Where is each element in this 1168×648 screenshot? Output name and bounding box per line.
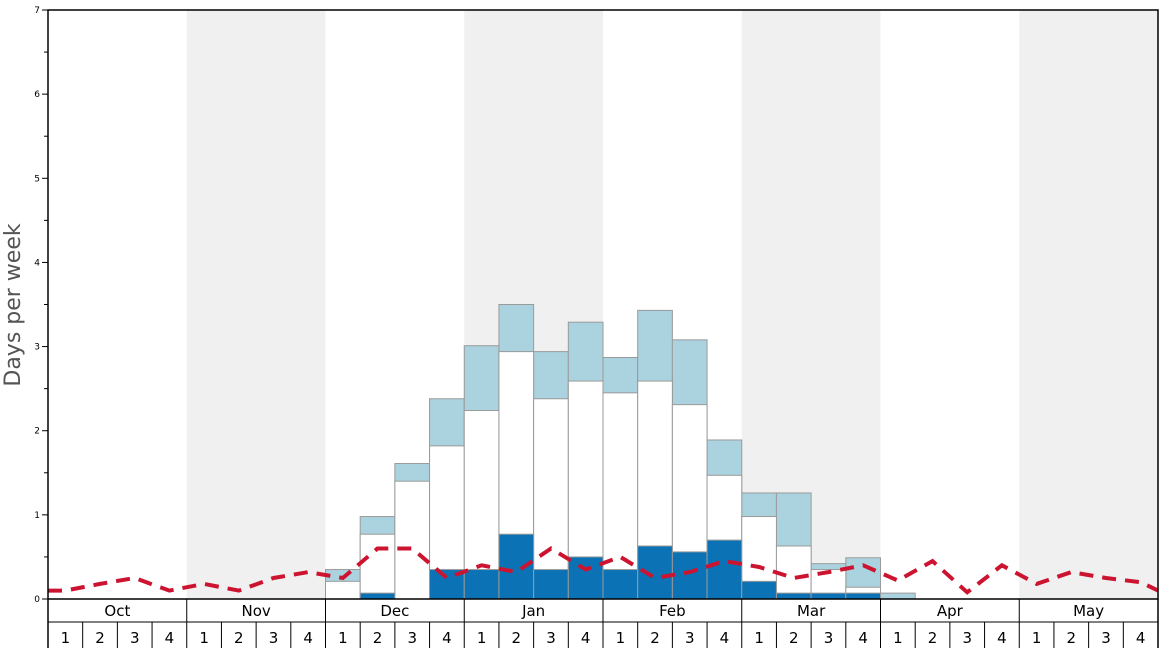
bar-dark-10 <box>359 592 396 600</box>
week-label-feb-4: 4 <box>720 629 730 647</box>
bar-mid-11 <box>394 480 431 600</box>
week-label-may-1: 1 <box>1032 629 1042 647</box>
bar-dark-22 <box>775 592 812 600</box>
y-tick-label-4: 4 <box>34 258 40 268</box>
dashed-line-series <box>48 546 1159 595</box>
week-label-oct-3: 3 <box>130 629 140 647</box>
y-tick-label-5: 5 <box>34 174 40 184</box>
week-label-apr-3: 3 <box>962 629 972 647</box>
week-label-feb-1: 1 <box>616 629 626 647</box>
week-label-dec-3: 3 <box>407 629 417 647</box>
month-label-may: May <box>1073 602 1104 620</box>
line-series-path <box>48 546 1159 595</box>
bar-mid-10 <box>359 533 396 600</box>
y-tick-label-1: 1 <box>34 511 40 521</box>
month-label-apr: Apr <box>937 602 964 620</box>
week-label-may-4: 4 <box>1136 629 1146 647</box>
month-label-nov: Nov <box>241 602 270 620</box>
y-tick-label-0: 0 <box>34 595 40 605</box>
week-label-may-3: 3 <box>1101 629 1111 647</box>
week-label-apr-1: 1 <box>893 629 903 647</box>
y-tick-label-3: 3 <box>34 343 40 353</box>
bar-dark-14 <box>498 533 535 600</box>
bar-dark-13 <box>463 569 500 600</box>
month-label-dec: Dec <box>380 602 409 620</box>
bar-mid-15 <box>533 398 569 600</box>
month-label-jan: Jan <box>521 602 545 620</box>
week-label-jan-2: 2 <box>512 629 522 647</box>
month-label-feb: Feb <box>659 602 686 620</box>
week-label-nov-2: 2 <box>234 629 244 647</box>
bar-dark-17 <box>602 569 639 600</box>
bar-dark-16 <box>567 556 604 600</box>
week-label-nov-3: 3 <box>269 629 279 647</box>
bar-dark-23 <box>810 592 847 600</box>
week-label-mar-4: 4 <box>858 629 868 647</box>
dark-bar-series <box>359 533 881 600</box>
week-label-feb-3: 3 <box>685 629 695 647</box>
week-label-oct-4: 4 <box>165 629 175 647</box>
week-label-apr-2: 2 <box>928 629 938 647</box>
month-label-oct: Oct <box>104 602 130 620</box>
x-axis: Oct 1 2 3 4 Nov 1 2 3 4 Dec 1 2 3 4 Jan 1 2 3 4 Feb 1 2 3 4 Mar 1 2… <box>47 599 1159 648</box>
month-shade-may <box>1019 10 1158 599</box>
bar-dark-24 <box>845 592 881 600</box>
bar-dark-20 <box>706 539 743 600</box>
month-label-mar: Mar <box>797 602 826 620</box>
month-shade-nov <box>186 10 326 599</box>
y-axis: 0 1 2 3 4 5 6 7 <box>34 6 48 605</box>
y-tick-label-7: 7 <box>34 6 40 16</box>
week-label-dec-4: 4 <box>442 629 452 647</box>
week-label-nov-1: 1 <box>199 629 209 647</box>
week-label-mar-2: 2 <box>789 629 799 647</box>
week-label-apr-4: 4 <box>997 629 1007 647</box>
bar-light-25 <box>880 592 916 600</box>
week-label-nov-4: 4 <box>303 629 313 647</box>
bar-mid-9 <box>325 580 361 600</box>
week-label-jan-1: 1 <box>477 629 487 647</box>
week-label-dec-1: 1 <box>338 629 348 647</box>
y-axis-label: Days per week <box>1 223 26 386</box>
week-label-oct-1: 1 <box>61 629 71 647</box>
week-label-jan-3: 3 <box>546 629 556 647</box>
y-tick-label-6: 6 <box>34 90 40 100</box>
plot-frame <box>47 9 1159 600</box>
bar-dark-21 <box>741 580 777 600</box>
bar-dark-19 <box>671 551 708 600</box>
bar-dark-15 <box>533 569 569 600</box>
y-tick-label-2: 2 <box>34 427 40 437</box>
week-label-mar-3: 3 <box>824 629 834 647</box>
week-label-mar-1: 1 <box>754 629 764 647</box>
week-label-may-2: 2 <box>1067 629 1077 647</box>
week-label-oct-2: 2 <box>95 629 105 647</box>
week-label-dec-2: 2 <box>373 629 383 647</box>
week-label-feb-2: 2 <box>650 629 660 647</box>
bar-mid-17 <box>602 392 639 600</box>
week-label-jan-4: 4 <box>581 629 591 647</box>
